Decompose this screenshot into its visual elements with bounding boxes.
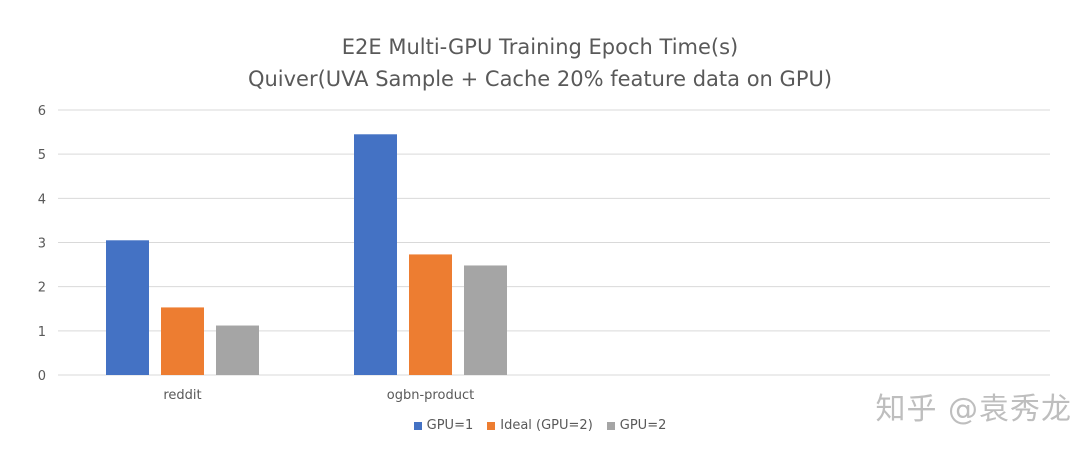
legend-swatch-ideal	[487, 421, 496, 430]
x-category-label: reddit	[163, 388, 201, 403]
legend-item-gpu2: GPU=2	[606, 418, 667, 433]
legend-item-ideal: Ideal (GPU=2)	[487, 418, 593, 433]
y-tick-label: 3	[38, 237, 46, 252]
bar-reddit-gpu-1	[106, 240, 149, 375]
bar-ogbn-product-ideal-gpu-2-	[409, 254, 452, 375]
bar-reddit-ideal-gpu-2-	[161, 307, 204, 375]
bar-ogbn-product-gpu-2	[464, 265, 507, 375]
legend-swatch-gpu2	[606, 421, 615, 430]
legend-swatch-gpu1	[413, 421, 422, 430]
legend-label-gpu2: GPU=2	[619, 418, 667, 433]
legend-label-gpu1: GPU=1	[426, 418, 474, 433]
x-category-label: ogbn-product	[387, 388, 474, 403]
y-tick-label: 2	[38, 281, 46, 296]
y-tick-label: 5	[38, 148, 46, 163]
y-tick-label: 1	[38, 325, 46, 340]
y-tick-label: 4	[38, 192, 46, 207]
y-tick-label: 0	[38, 369, 46, 384]
watermark: 知乎 @袁秀龙	[875, 392, 1072, 427]
bar-ogbn-product-gpu-1	[354, 134, 397, 375]
bar-reddit-gpu-2	[216, 325, 259, 375]
chart-title: E2E Multi-GPU Training Epoch Time(s)	[341, 35, 739, 59]
chart-legend: GPU=1 Ideal (GPU=2) GPU=2	[0, 418, 1080, 433]
chart-subtitle: Quiver(UVA Sample + Cache 20% feature da…	[247, 67, 833, 91]
legend-item-gpu1: GPU=1	[413, 418, 474, 433]
y-tick-label: 6	[38, 104, 46, 119]
legend-label-ideal: Ideal (GPU=2)	[500, 418, 593, 433]
